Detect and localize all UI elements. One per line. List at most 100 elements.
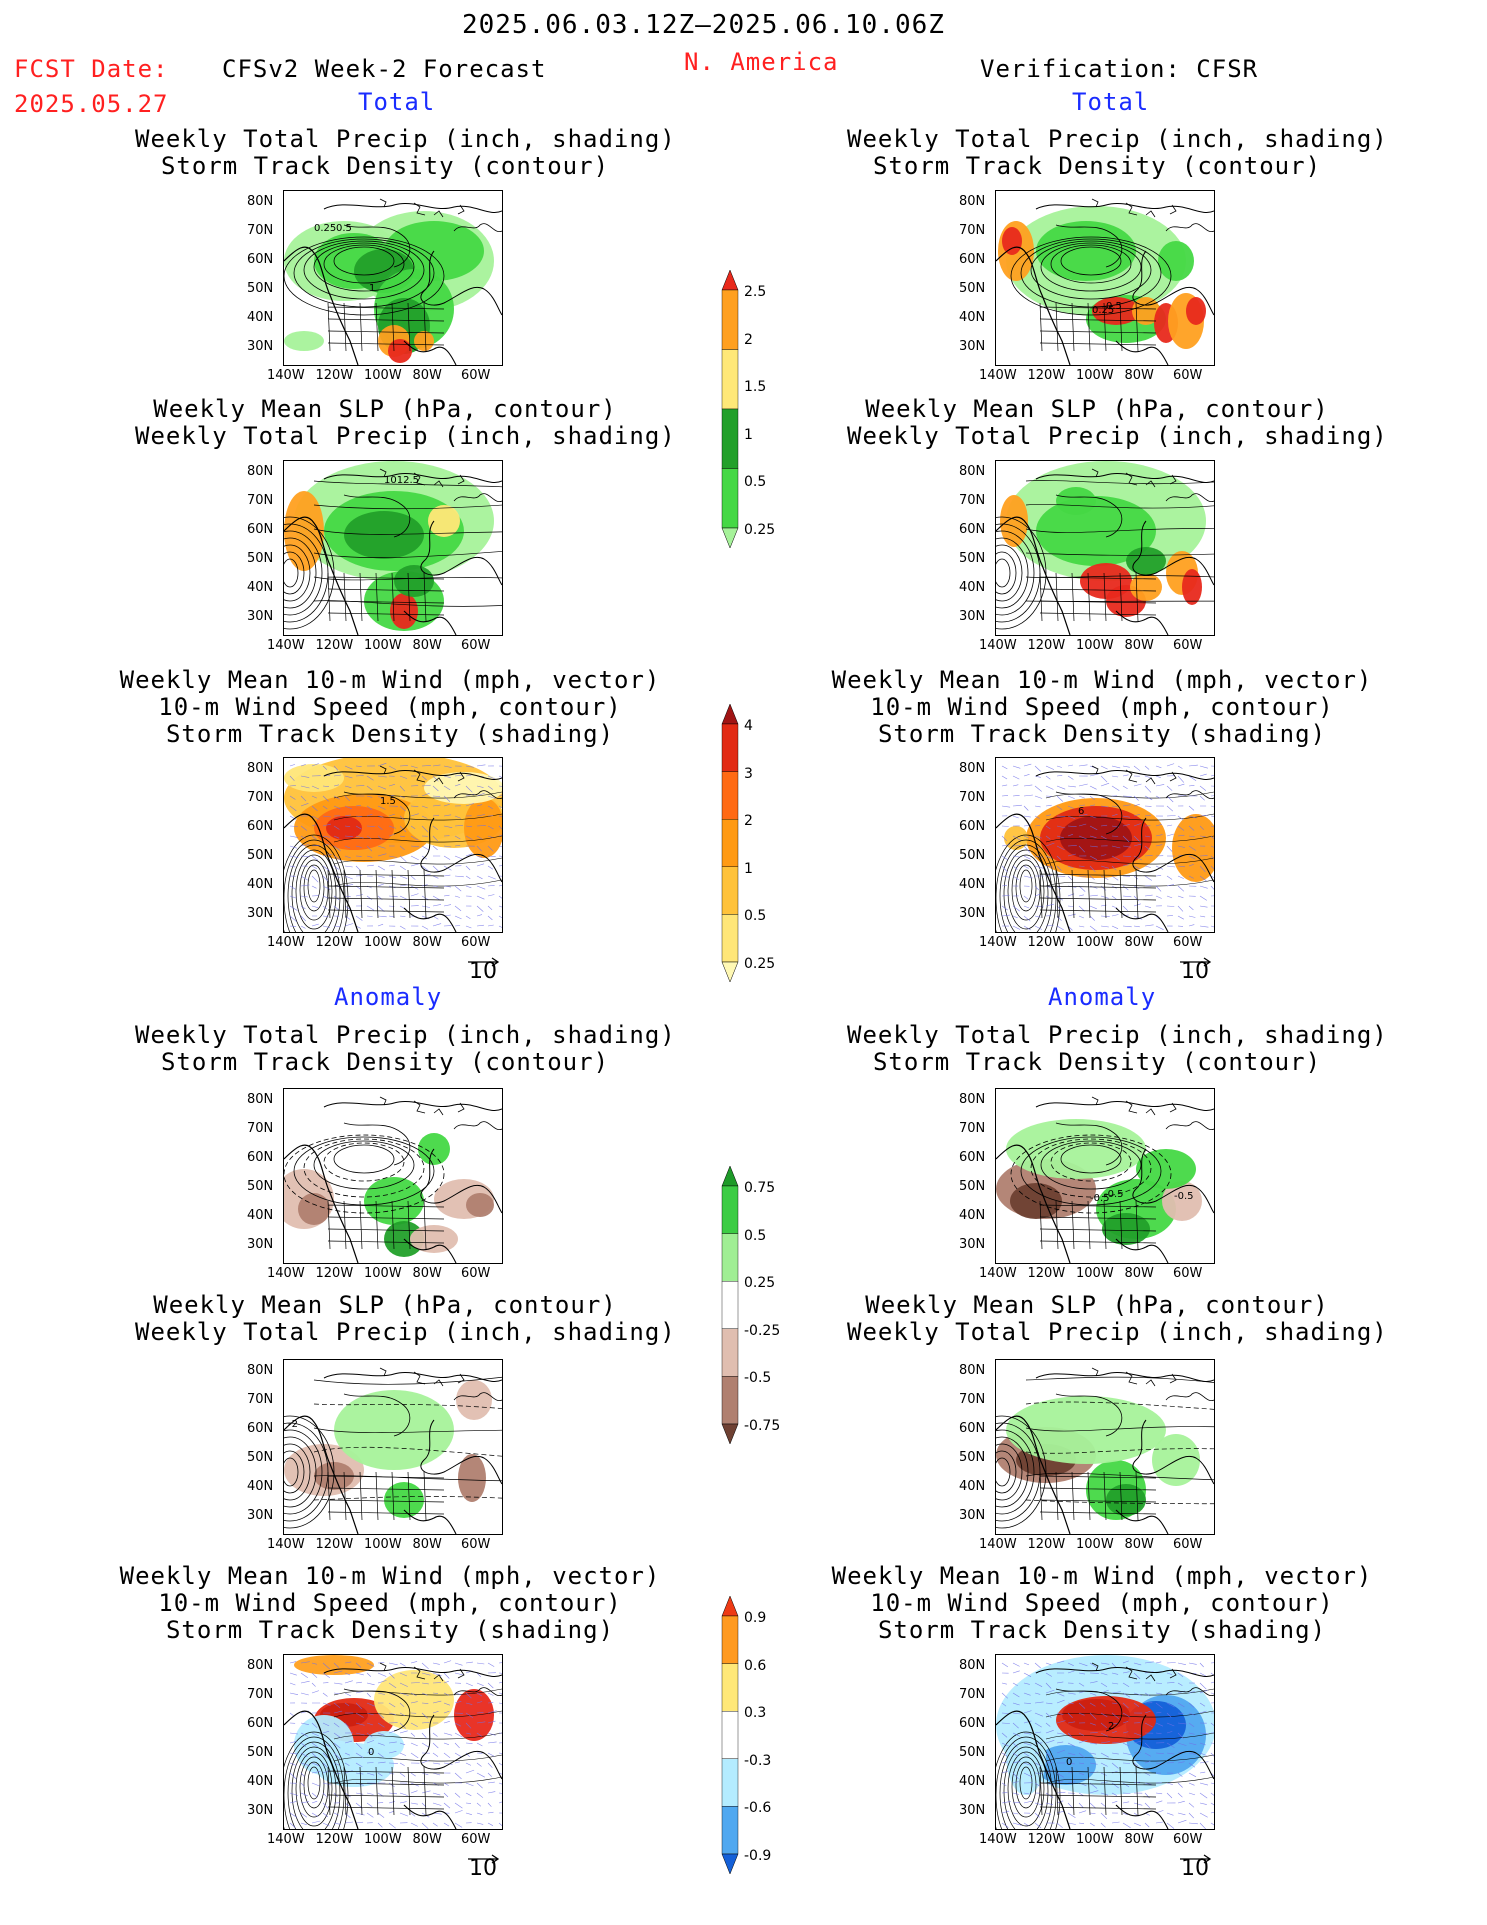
coastline: [403, 1509, 457, 1534]
lat-tick-label: 80N: [959, 1658, 986, 1673]
coastline: [1115, 1238, 1169, 1263]
wind-speed-contour: [303, 1761, 325, 1809]
colorbar-label: -0.25: [744, 1322, 781, 1339]
storm-track-contour: [1040, 242, 1142, 292]
contour-label: -0.5: [1104, 1189, 1124, 1200]
wind-speed-contour: [1045, 1688, 1214, 1696]
shade-region: [454, 1689, 494, 1741]
lon-tick-label: 120W: [1027, 368, 1066, 383]
colorbar-storm_anom: [718, 1595, 742, 1878]
slp-contour: [1025, 552, 1214, 556]
colorbar-label: 0.5: [744, 1227, 767, 1244]
section-total-right: Total: [1072, 88, 1150, 116]
shade-region: [388, 339, 412, 363]
colorbar-segment: [721, 1758, 739, 1807]
colorbar-cap: [721, 961, 739, 983]
slp-contour: [996, 551, 1017, 595]
wind-speed-contour: [1007, 1751, 1045, 1827]
slp-contour: [284, 1415, 335, 1529]
wind-speed-contour: [333, 857, 502, 865]
colorbar-segment: [721, 1663, 739, 1712]
slp-contour: [284, 537, 317, 609]
lon-tick-label: 80W: [1124, 638, 1154, 653]
lat-tick-label: 40N: [247, 877, 274, 892]
map-panel-p8: -0.5 -0.5 -0.5: [995, 1088, 1215, 1264]
wind-speed-contour: [1003, 849, 1049, 932]
wind-speed-contour: [299, 859, 329, 921]
lat-tick-label: 80N: [959, 464, 986, 479]
shade-region: [1158, 241, 1194, 281]
slp-contour: [313, 1403, 502, 1409]
coastline: [996, 516, 1071, 635]
lat-tick-label: 70N: [959, 1121, 986, 1136]
lon-tick-label: 120W: [315, 638, 354, 653]
wind-speed-contour: [1045, 1776, 1214, 1784]
coastline: [343, 791, 411, 835]
coastline: [323, 473, 502, 483]
lon-tick-label: 60W: [461, 1266, 491, 1281]
wind-speed-contour: [1011, 1756, 1041, 1818]
slp-contour: [1025, 575, 1214, 578]
title-p4-line1: Weekly Mean SLP (hPa, contour): [865, 395, 1329, 423]
lat-tick-label: 80N: [247, 1363, 274, 1378]
shade-region: [428, 505, 460, 537]
arctic-islands: [1091, 198, 1177, 218]
title-p3: Weekly Mean SLP (hPa, contour) Weekly To…: [135, 396, 675, 450]
wind-speed-contour: [1045, 879, 1214, 887]
lon-tick-label: 120W: [1027, 935, 1066, 950]
map-panel-p4: [995, 460, 1215, 636]
wind-speed-contour: [333, 1732, 502, 1740]
lon-tick-label: 100W: [364, 1266, 402, 1281]
slp-contour: [313, 576, 502, 581]
coastline: [1115, 1509, 1169, 1534]
slp-contour: [1025, 1448, 1214, 1454]
coastline: [1035, 203, 1214, 213]
shade-region: [364, 1177, 424, 1225]
lon-tick-label: 140W: [267, 935, 305, 950]
title-p8: Weekly Total Precip (inch, shading) Stor…: [847, 1022, 1387, 1076]
wind-speed-contour: [303, 864, 325, 912]
lat-tick-label: 30N: [959, 609, 986, 624]
colorbar-segment: [721, 723, 739, 772]
title-p12: Weekly Mean 10-m Wind (mph, vector) 10-m…: [822, 1563, 1382, 1644]
lon-tick-label: 80W: [412, 935, 442, 950]
colorbar-precip_anom: [718, 1165, 742, 1448]
colorbar-segment: [721, 1328, 739, 1377]
colorbar-label: 0.9: [744, 1610, 767, 1626]
arctic-islands: [1091, 1096, 1177, 1116]
lon-tick-label: 80W: [412, 1832, 442, 1847]
lon-tick-label: 80W: [1124, 1537, 1154, 1552]
wind-speed-contour: [1015, 1761, 1037, 1809]
lat-tick-label: 40N: [247, 1774, 274, 1789]
colorbar-segment: [721, 408, 739, 469]
lat-tick-label: 60N: [959, 819, 986, 834]
slp-contour: [313, 1376, 502, 1385]
contour-label: 1012.5: [384, 475, 419, 486]
lon-tick-label: 60W: [1173, 1266, 1203, 1281]
shade-region: [1002, 227, 1022, 255]
colorbar-segment: [721, 1376, 739, 1425]
map-panel-p10: [995, 1359, 1215, 1535]
lon-tick-label: 100W: [1076, 1266, 1114, 1281]
slp-contour: [996, 1443, 1023, 1501]
shade-region: [1126, 547, 1166, 575]
slp-contour: [284, 558, 299, 588]
slp-contour: [313, 1446, 502, 1457]
lon-tick-label: 100W: [364, 1537, 402, 1552]
coastline: [1115, 907, 1169, 932]
lon-tick-label: 60W: [1173, 935, 1203, 950]
shade-region: [1036, 221, 1136, 281]
wind-vectors: [1001, 763, 1214, 932]
title-p11-line1: Weekly Mean 10-m Wind (mph, vector): [119, 1562, 661, 1590]
colorbar-label: 0.5: [744, 908, 767, 925]
section-total-left: Total: [358, 88, 436, 116]
title-p2-line2: Storm Track Density (contour): [872, 152, 1322, 180]
lat-tick-label: 70N: [959, 1687, 986, 1702]
contour-label: 0.5: [336, 223, 352, 234]
title-p6-line2: 10-m Wind Speed (mph, contour): [870, 693, 1334, 721]
lon-tick-label: 100W: [364, 368, 402, 383]
lon-tick-label: 80W: [1124, 935, 1154, 950]
lat-tick-label: 70N: [959, 1392, 986, 1407]
coastline: [323, 1372, 502, 1382]
shade-region: [1172, 814, 1214, 882]
